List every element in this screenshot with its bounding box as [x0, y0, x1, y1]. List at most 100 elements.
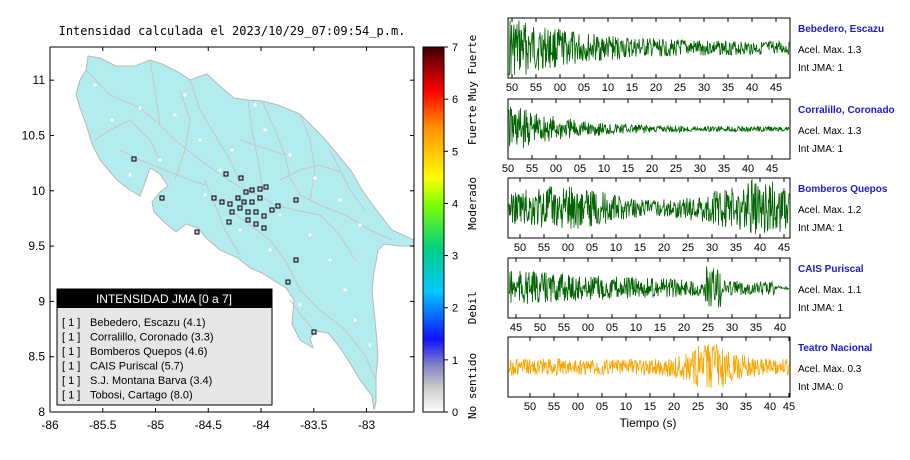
colorbar-category-label: No sentido: [466, 353, 479, 419]
time-axis-label: Tiempo (s): [620, 416, 677, 430]
acel-max-label: Acel. Max. 1.2: [798, 205, 862, 216]
acel-max-label: Acel. Max. 1.3: [798, 126, 862, 137]
time-tick-label: 50: [502, 163, 514, 175]
legend-entry-station: Tobosi, Cartago (8.0): [90, 390, 193, 402]
time-tick-label: 30: [698, 82, 710, 94]
time-tick-label: 45: [778, 242, 790, 254]
seismogram-panel: 50 55 00 05 10 15 20 25 30 35 40 45 Teatro Nacional A…: [507, 336, 872, 413]
city-points: [93, 83, 372, 347]
colorbar-category-labels: No sentido Debil Moderado Fuerte Muy Fuerte: [466, 35, 479, 419]
time-tick-label: 00: [582, 322, 594, 334]
acel-max-label: Acel. Max. 1.3: [798, 45, 862, 56]
seismogram-trace: [508, 106, 790, 149]
time-tick-label: 40: [742, 163, 754, 175]
time-tick-label: 10: [598, 163, 610, 175]
x-tick-label: -83: [358, 418, 376, 432]
colorbar-category-label: Muy Fuerte: [466, 35, 479, 101]
time-tick-label: 55: [526, 163, 538, 175]
time-tick-label: 00: [550, 163, 562, 175]
time-tick-label: 30: [706, 242, 718, 254]
station-name: CAIS Puriscal: [798, 264, 864, 275]
time-tick-label: 25: [692, 401, 704, 413]
time-tick-label: 00: [572, 401, 584, 413]
time-tick-label: 20: [658, 242, 670, 254]
legend-entry-station: S.J. Montana Barva (3.4): [90, 375, 212, 387]
time-tick-label: 05: [578, 82, 590, 94]
x-tick-label: -85.5: [89, 418, 117, 432]
x-tick-label: -86: [41, 418, 59, 432]
seismogram-trace: [508, 343, 790, 388]
acel-max-label: Acel. Max. 0.3: [798, 364, 862, 375]
time-tick-label: 55: [558, 322, 570, 334]
colorbar-category-label: Fuerte: [466, 105, 479, 145]
legend-entry-station: CAIS Puriscal (5.7): [90, 361, 184, 373]
colorbar-category-label: Debil: [466, 291, 479, 324]
map-axes: -86 -85.5 -85 -84.5 -84 -83.5 -83 8 8.5 9 9.5 10 10.…: [22, 47, 414, 432]
y-tick-label: 10: [32, 184, 46, 198]
int-jma-label: Int JMA: 1: [798, 223, 843, 234]
seismogram-panel: 50 55 00 05 10 15 20 25 30 35 40 45 Corralillo, Coro…: [502, 98, 895, 175]
colorbar-tick-label: 5: [452, 146, 458, 158]
time-tick-label: 25: [670, 163, 682, 175]
colorbar-tick-label: 4: [452, 198, 458, 210]
seismogram-panel: 50 55 00 05 10 15 20 25 30 35 40 45 Bomberos Quepos A…: [507, 177, 888, 254]
x-tick-label: -85: [147, 418, 165, 432]
legend-entry-intensity: [ 1 ]: [62, 361, 80, 373]
time-tick-label: 45: [766, 163, 778, 175]
legend-entry-station: Bebedero, Escazu (4.1): [90, 317, 206, 329]
time-tick-label: 05: [596, 401, 608, 413]
y-tick-label: 10.5: [22, 128, 46, 142]
time-tick-label: 10: [620, 401, 632, 413]
int-jma-label: Int JMA: 1: [798, 303, 843, 314]
time-tick-label: 05: [574, 163, 586, 175]
legend-title: INTENSIDAD JMA [0 a 7]: [96, 292, 232, 306]
time-tick-label: 55: [538, 242, 550, 254]
seismogram-trace: [508, 178, 790, 235]
map-frame: [49, 46, 415, 413]
colorbar-ticks: 0 1 2 3 4 5 6 7: [444, 42, 458, 419]
colorbar-tick-label: 0: [452, 407, 458, 419]
time-tick-label: 45: [510, 322, 522, 334]
seismogram-panels: 50 55 00 05 10 15 20 25 30 35 40 45 Bebedero, Escazu…: [502, 17, 895, 413]
acel-max-label: Acel. Max. 1.1: [798, 285, 862, 296]
legend-entry-intensity: [ 1 ]: [62, 317, 80, 329]
colorbar-tick-label: 6: [452, 94, 458, 106]
time-tick-label: 20: [650, 82, 662, 94]
legend-entry-intensity: [ 1 ]: [62, 346, 80, 358]
x-tick-label: -84.5: [195, 418, 223, 432]
time-tick-label: 40: [754, 242, 766, 254]
y-tick-label: 9: [38, 294, 45, 308]
time-tick-label: 15: [654, 322, 666, 334]
time-tick-label: 40: [774, 322, 786, 334]
x-tick-label: -83.5: [300, 418, 328, 432]
time-tick-label: 20: [678, 322, 690, 334]
seismogram-panel: 45 50 55 00 05 10 15 20 25 30 35 40 CAIS Puriscal Ace…: [507, 257, 864, 334]
colorbar: 0 1 2 3 4 5 6 7 No sentido Debil Moderado Fuerte Mu…: [422, 35, 479, 419]
time-tick-label: 40: [746, 82, 758, 94]
station-markers: [131, 156, 317, 335]
time-tick-label: 30: [726, 322, 738, 334]
colorbar-tick-label: 2: [452, 303, 458, 315]
colorbar-category-label: Moderado: [466, 177, 479, 230]
time-tick-label: 05: [606, 322, 618, 334]
map-title: Intensidad calculada el 2023/10/29_07:09…: [59, 24, 406, 38]
time-tick-label: 05: [586, 242, 598, 254]
time-tick-label: 50: [514, 242, 526, 254]
colorbar-tick-label: 3: [452, 251, 458, 263]
time-tick-label: 15: [634, 242, 646, 254]
legend-entry-station: Bomberos Quepos (4.6): [90, 346, 207, 358]
y-tick-label: 8: [38, 405, 45, 419]
costa-rica-landmass: [75, 55, 414, 411]
time-tick-label: 35: [722, 82, 734, 94]
time-tick-label: 35: [740, 401, 752, 413]
time-tick-label: 35: [730, 242, 742, 254]
station-name: Teatro Nacional: [798, 343, 872, 354]
time-tick-label: 55: [548, 401, 560, 413]
time-tick-label: 30: [694, 163, 706, 175]
seismogram-trace: [508, 266, 790, 308]
time-tick-label: 35: [750, 322, 762, 334]
int-jma-label: Int JMA: 0: [798, 382, 843, 393]
legend-entry-intensity: [ 1 ]: [62, 390, 80, 402]
time-tick-label: 20: [646, 163, 658, 175]
